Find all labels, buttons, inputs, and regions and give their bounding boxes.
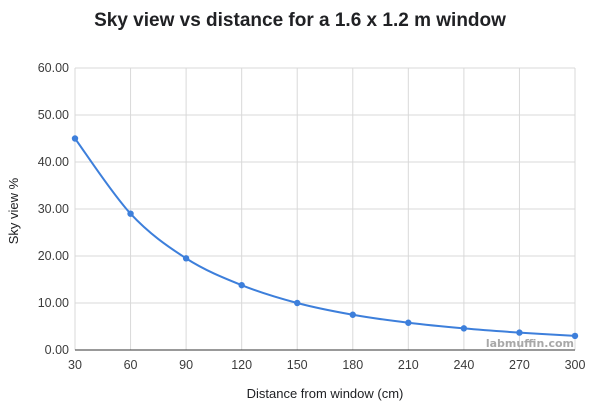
data-point xyxy=(460,325,468,332)
data-point xyxy=(238,281,245,289)
y-tick-label: 30.00 xyxy=(38,202,69,216)
watermark: labmuffin.com xyxy=(486,337,574,350)
x-tick-label: 180 xyxy=(342,358,363,372)
y-tick-label: 60.00 xyxy=(38,61,69,75)
x-tick-label: 240 xyxy=(453,358,474,372)
data-point xyxy=(182,255,190,262)
y-tick-labels: 0.00 10.00 20.00 30.00 40.00 50.00 60.00 xyxy=(38,61,69,357)
data-point xyxy=(571,332,579,340)
y-tick-label: 50.00 xyxy=(38,108,69,122)
x-tick-label: 120 xyxy=(231,358,252,372)
y-tick-label: 40.00 xyxy=(38,155,69,169)
data-point xyxy=(349,311,356,318)
series-line xyxy=(74,137,576,337)
data-point xyxy=(294,299,301,307)
data-point xyxy=(516,329,523,336)
x-tick-label: 210 xyxy=(398,358,419,372)
x-tick-label: 270 xyxy=(509,358,530,372)
horizontal-gridlines xyxy=(75,67,575,304)
data-point xyxy=(127,210,134,217)
data-points xyxy=(71,135,579,340)
data-point xyxy=(71,135,79,142)
x-tick-label: 90 xyxy=(179,358,193,372)
y-axis-title: Sky view % xyxy=(6,177,21,244)
data-point xyxy=(405,319,412,326)
x-tick-label: 300 xyxy=(565,358,586,372)
x-tick-label: 60 xyxy=(124,358,138,372)
x-tick-label: 150 xyxy=(287,358,308,372)
x-tick-labels: 30 60 90 120 150 180 210 240 270 300 xyxy=(68,358,585,372)
y-tick-label: 10.00 xyxy=(38,296,69,310)
y-tick-label: 20.00 xyxy=(38,249,69,263)
x-axis-title: Distance from window (cm) xyxy=(247,386,404,401)
chart-title: Sky view vs distance for a 1.6 x 1.2 m w… xyxy=(94,10,506,31)
y-tick-label: 0.00 xyxy=(45,343,69,357)
x-tick-label: 30 xyxy=(68,358,82,372)
